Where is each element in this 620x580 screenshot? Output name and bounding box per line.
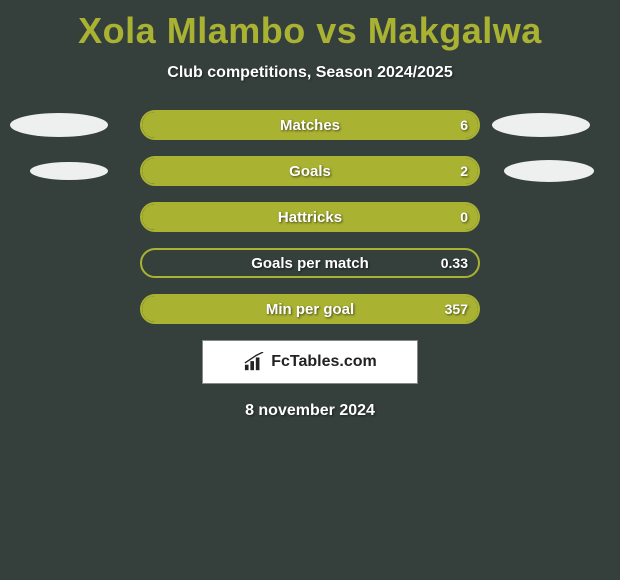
right-value-bubble	[504, 160, 594, 182]
stat-row: Min per goal357	[0, 294, 620, 324]
stat-bar: Goals2	[140, 156, 480, 186]
stat-label: Hattricks	[142, 204, 478, 230]
bars-icon	[243, 352, 265, 372]
right-value-bubble	[492, 113, 590, 137]
stat-row: Goals2	[0, 156, 620, 186]
date-label: 8 november 2024	[0, 402, 620, 420]
stat-bar: Hattricks0	[140, 202, 480, 232]
source-logo: FcTables.com	[202, 340, 418, 384]
stat-value: 0.33	[441, 250, 468, 276]
subtitle: Club competitions, Season 2024/2025	[0, 64, 620, 82]
stat-value: 2	[460, 158, 468, 184]
stat-value: 6	[460, 112, 468, 138]
stat-label: Matches	[142, 112, 478, 138]
stat-label: Goals per match	[142, 250, 478, 276]
stat-value: 0	[460, 204, 468, 230]
left-value-bubble	[30, 162, 108, 180]
page-title: Xola Mlambo vs Makgalwa	[0, 0, 620, 52]
stat-value: 357	[445, 296, 468, 322]
stat-row: Matches6	[0, 110, 620, 140]
logo-text: FcTables.com	[271, 353, 377, 371]
left-value-bubble	[10, 113, 108, 137]
comparison-chart: Matches6Goals2Hattricks0Goals per match0…	[0, 110, 620, 324]
stat-label: Goals	[142, 158, 478, 184]
stat-row: Hattricks0	[0, 202, 620, 232]
stat-bar: Min per goal357	[140, 294, 480, 324]
stat-bar: Goals per match0.33	[140, 248, 480, 278]
stat-bar: Matches6	[140, 110, 480, 140]
stat-label: Min per goal	[142, 296, 478, 322]
stat-row: Goals per match0.33	[0, 248, 620, 278]
